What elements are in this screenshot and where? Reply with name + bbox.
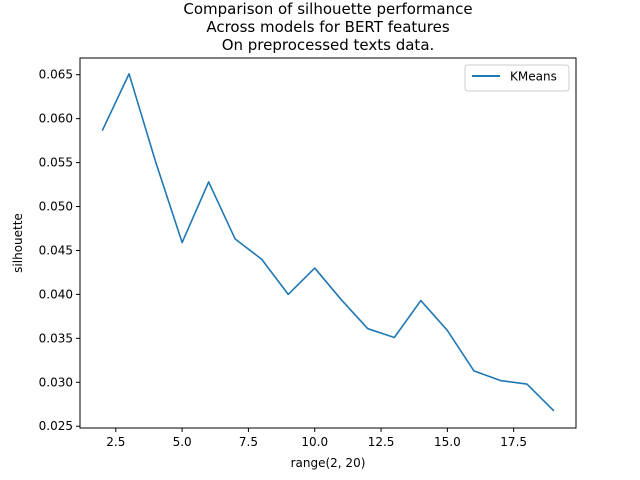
y-tick-label: 0.035: [39, 331, 73, 345]
x-axis-ticks: 2.5 5.0 7.5 10.0 12.5 15.0 17.5: [106, 428, 527, 449]
title-line-3: On preprocessed texts data.: [222, 36, 435, 54]
legend-box: [464, 64, 570, 92]
plot-frame: [79, 57, 577, 429]
x-tick-label: 7.5: [239, 435, 258, 449]
chart-title: Comparison of silhouette performanceAcro…: [183, 0, 472, 54]
x-tick-label: 10.0: [301, 435, 328, 449]
x-tick-label: 5.0: [173, 435, 192, 449]
y-axis-label: silhouette: [11, 213, 25, 273]
x-tick-label: 12.5: [368, 435, 395, 449]
legend-label-kmeans: KMeans: [510, 70, 557, 84]
series-layer: [101, 73, 555, 412]
x-tick-label: 2.5: [106, 435, 125, 449]
y-tick-label: 0.030: [39, 375, 73, 389]
title-line-1: Comparison of silhouette performance: [183, 0, 472, 18]
y-axis-ticks: 0.025 0.030 0.035 0.040 0.045 0.050 0.055 0.060…: [39, 68, 80, 433]
y-tick-label: 0.045: [39, 243, 73, 257]
series-line-kmeans: [101, 73, 555, 412]
y-tick-label: 0.025: [39, 419, 73, 433]
y-tick-label: 0.050: [39, 200, 73, 214]
y-tick-label: 0.040: [39, 287, 73, 301]
x-tick-label: 17.5: [500, 435, 527, 449]
title-line-2: Across models for BERT features: [206, 18, 450, 36]
y-tick-label: 0.055: [39, 156, 73, 170]
legend: KMeans: [464, 64, 570, 92]
y-tick-label: 0.065: [39, 68, 73, 82]
x-axis-label: range(2, 20): [291, 456, 366, 470]
y-tick-label: 0.060: [39, 112, 73, 126]
x-tick-label: 15.0: [434, 435, 461, 449]
